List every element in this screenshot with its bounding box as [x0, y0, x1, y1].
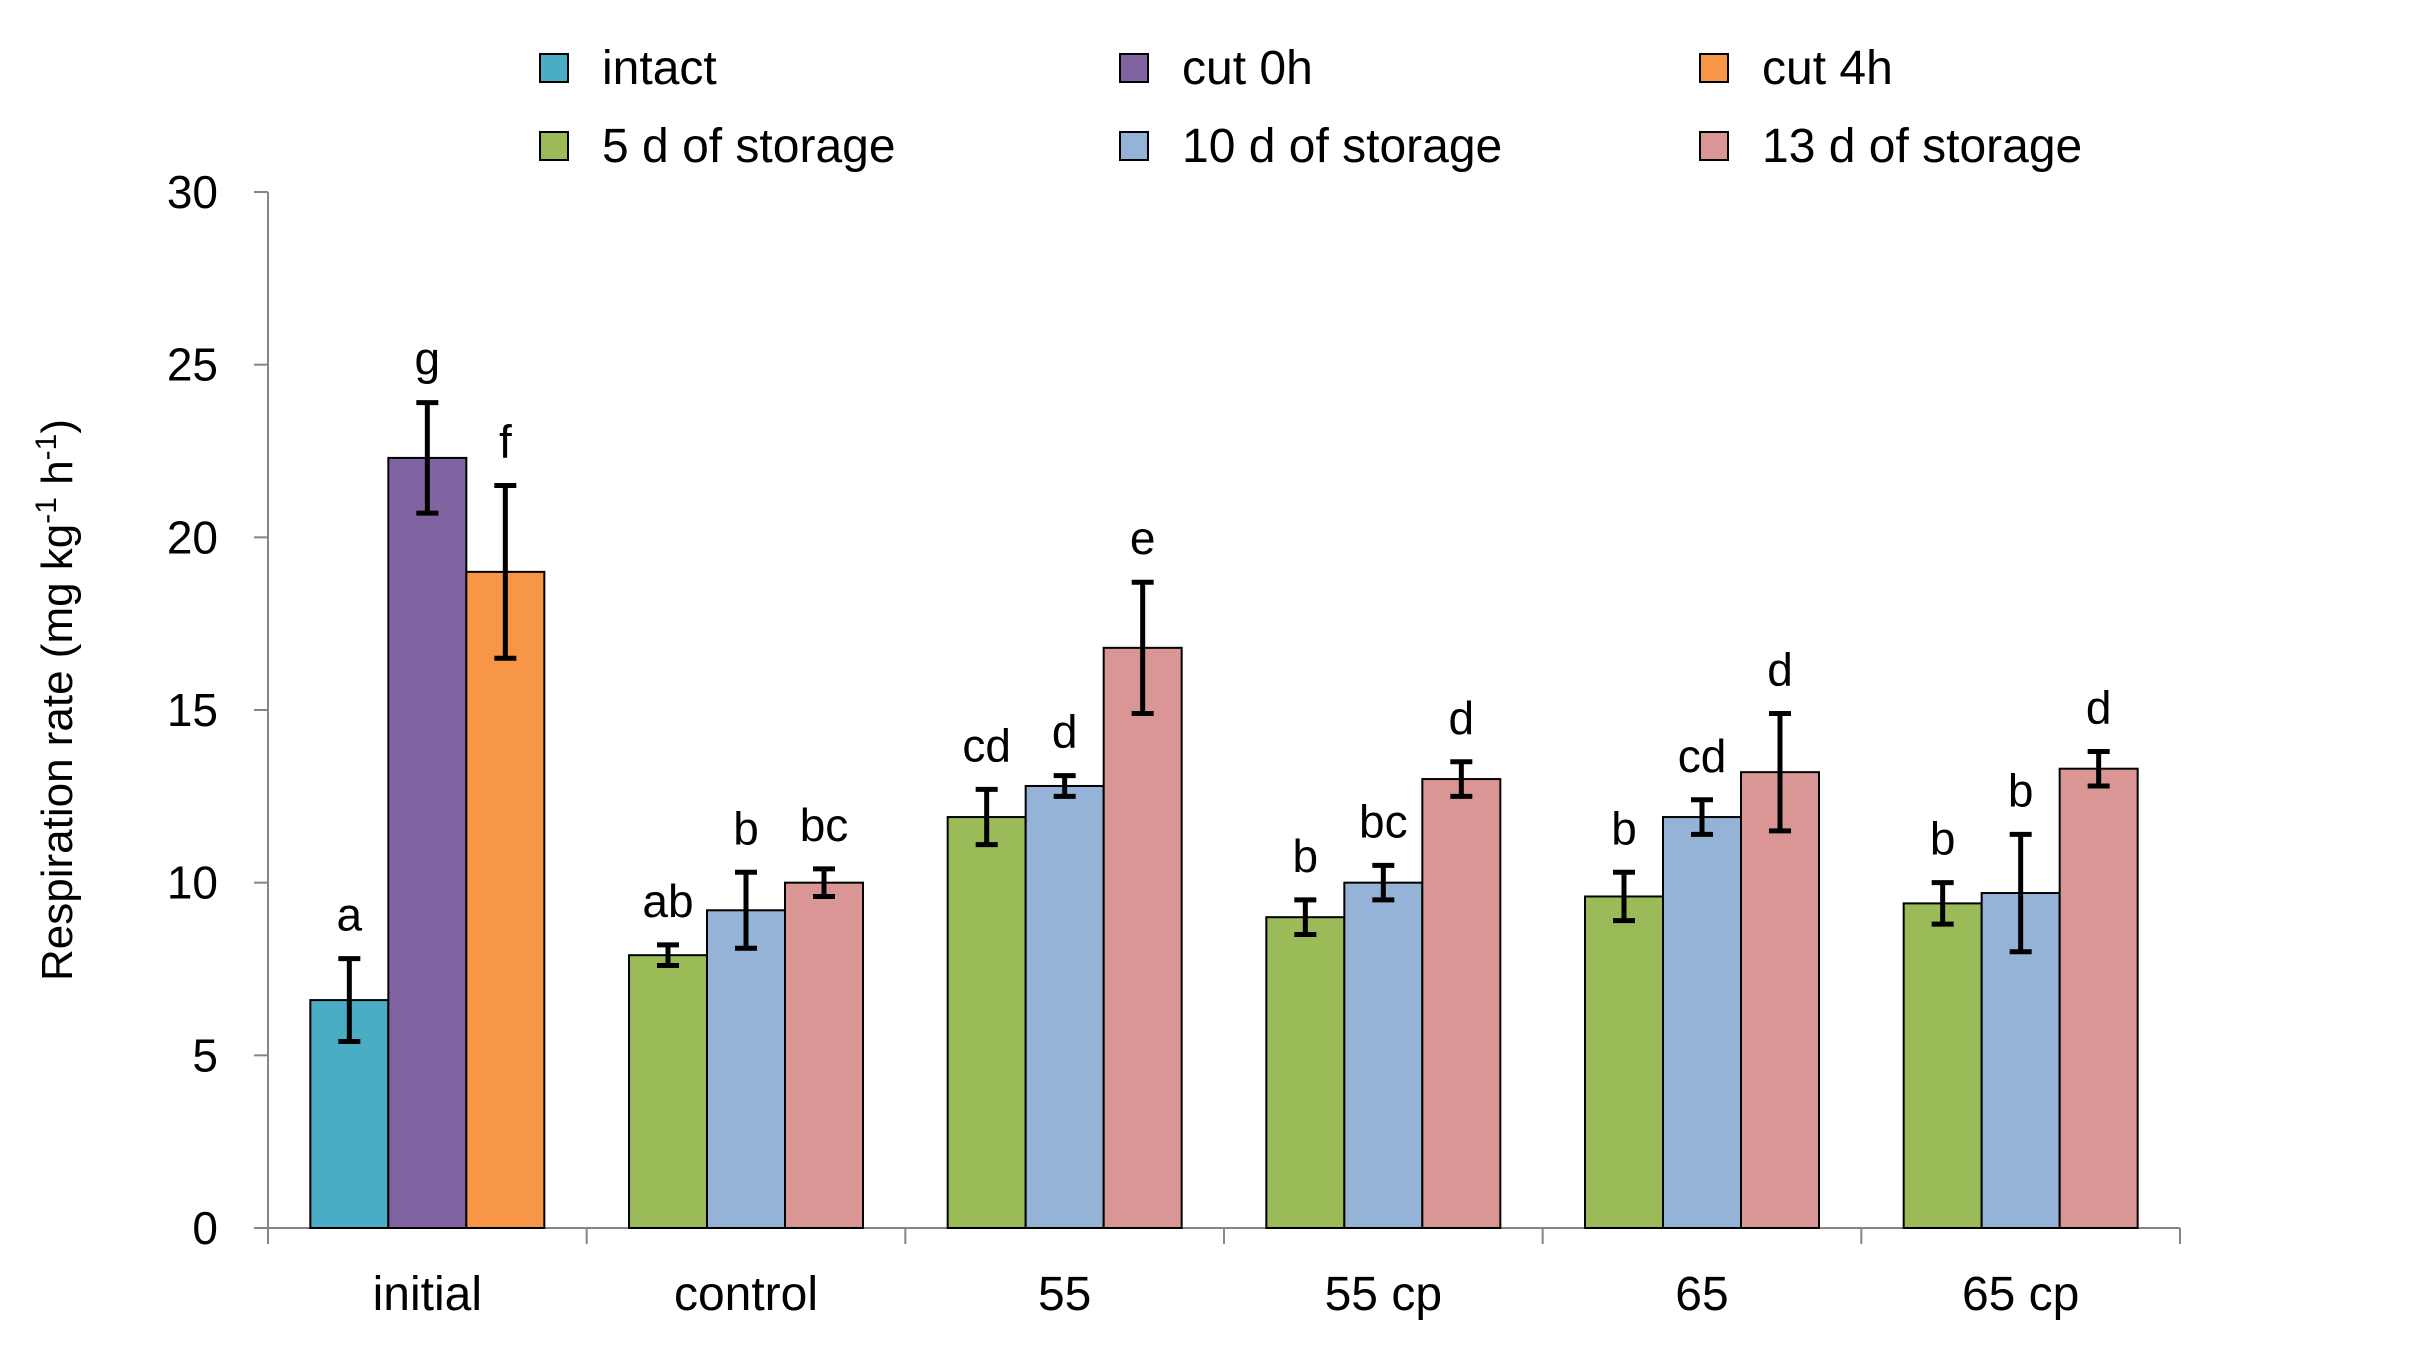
legend-item-5-d-of-storage: 5 d of storage [539, 120, 896, 173]
x-tick-label-55: 55 [1038, 1268, 1091, 1321]
y-tick-label: 0 [192, 1202, 218, 1254]
significance-letter: g [415, 333, 441, 385]
significance-letter: b [733, 802, 759, 854]
bar-65-13-d-of-storage [1740, 771, 1820, 1229]
y-axis-label: Respiration rate (mg kg-1 h-1) [30, 419, 82, 981]
legend-label: intact [602, 42, 717, 95]
x-tick-label-65-cp: 65 cp [1962, 1268, 2079, 1321]
legend-swatch [1699, 53, 1729, 83]
legend-swatch [1119, 53, 1149, 83]
y-tick-label: 15 [167, 684, 218, 736]
x-tick-label-initial: initial [373, 1268, 482, 1321]
legend-swatch [539, 53, 569, 83]
bar-initial-cut-0h [387, 456, 468, 1229]
legend-item-cut-0h: cut 0h [1119, 42, 1313, 95]
significance-letter: ab [642, 875, 693, 927]
bars [309, 456, 2139, 1230]
legend-label: 10 d of storage [1182, 120, 1502, 173]
y-tick-label: 25 [167, 339, 218, 391]
significance-letter: bc [1359, 795, 1408, 847]
y-axis-label-mid: h [33, 460, 82, 497]
y-tick-label: 10 [167, 857, 218, 909]
bar-55-cp-10-d-of-storage [1343, 881, 1424, 1230]
bar-55-cp-5-d-of-storage [1265, 916, 1346, 1229]
legend-swatch [539, 131, 569, 161]
significance-letter: b [2008, 764, 2034, 816]
bar-control-5-d-of-storage [628, 954, 708, 1229]
significance-letter: d [2086, 681, 2112, 733]
y-axis-label-main: Respiration rate (mg kg [33, 524, 82, 981]
significance-letter: b [1611, 802, 1637, 854]
legend: intact cut 0h cut 4h 5 d of storage 10 d of … [539, 42, 2082, 173]
bar-control-13-d-of-storage [784, 881, 864, 1230]
y-axis-label-sup2: -1 [30, 434, 63, 461]
legend-item-intact: intact [539, 42, 717, 95]
x-tick-label-55-cp: 55 cp [1325, 1268, 1442, 1321]
bar-65-cp-13-d-of-storage [2058, 767, 2139, 1229]
significance-letter: b [1293, 830, 1319, 882]
bar-55-cp-13-d-of-storage [1421, 778, 1502, 1229]
y-tick-label: 20 [167, 511, 218, 563]
significance-letter: f [499, 416, 512, 468]
significance-letter: d [1767, 643, 1793, 695]
legend-label: 13 d of storage [1762, 120, 2082, 173]
legend-item-cut-4h: cut 4h [1699, 42, 1893, 95]
significance-letter: e [1130, 512, 1156, 564]
y-tick-label: 30 [167, 166, 218, 218]
legend-swatch [1699, 131, 1729, 161]
significance-letter: cd [1678, 730, 1727, 782]
error-bars [338, 400, 2110, 1045]
significance-letter: d [1052, 706, 1078, 758]
legend-item-13-d-of-storage: 13 d of storage [1699, 120, 2082, 173]
significance-letter: a [337, 889, 363, 941]
bar-65-5-d-of-storage [1584, 895, 1664, 1229]
significance-letter: b [1930, 813, 1956, 865]
x-tick-label-65: 65 [1675, 1268, 1728, 1321]
legend-item-10-d-of-storage: 10 d of storage [1119, 120, 1502, 173]
legend-label: cut 0h [1182, 42, 1313, 95]
legend-label: cut 4h [1762, 42, 1893, 95]
significance-letter: cd [962, 719, 1011, 771]
bar-55-5-d-of-storage [946, 816, 1027, 1229]
y-tick-label: 5 [192, 1029, 218, 1081]
category-labels: initial control 55 55 cp 65 65 cp [373, 1268, 2080, 1321]
bar-65-10-d-of-storage [1662, 816, 1742, 1229]
bar-65-cp-5-d-of-storage [1902, 902, 1983, 1229]
bar-initial-cut-4h [465, 570, 546, 1229]
bar-control-10-d-of-storage [706, 909, 786, 1229]
y-axis-label-sup1: -1 [30, 497, 63, 524]
bar-55-10-d-of-storage [1024, 784, 1105, 1229]
y-axis-label-end: ) [33, 419, 82, 434]
significance-letter: bc [800, 799, 849, 851]
axes: Respiration rate (mg kg-1 h-1) 051015202… [30, 166, 2181, 1254]
x-tick-label-control: control [674, 1268, 818, 1321]
legend-label: 5 d of storage [602, 120, 896, 173]
legend-swatch [1119, 131, 1149, 161]
bar-55-13-d-of-storage [1102, 646, 1183, 1229]
significance-letter: d [1449, 692, 1475, 744]
